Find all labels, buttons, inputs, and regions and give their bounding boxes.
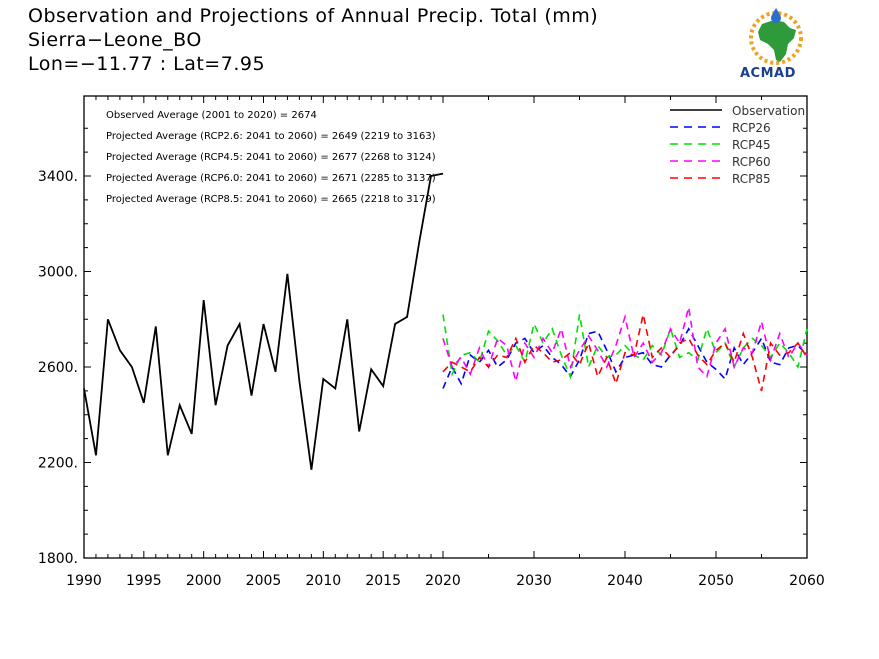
annotation-text: Projected Average (RCP4.5: 2041 to 2060)… <box>106 152 436 163</box>
plot-border <box>83 95 808 559</box>
x-tick-label: 1995 <box>126 573 162 589</box>
africa-map-icon <box>758 20 796 62</box>
series-line-rcp26 <box>442 327 808 389</box>
y-tick-label: 2600. <box>38 360 78 376</box>
legend-label-observation: Observation <box>732 104 805 118</box>
x-tick-label: 2040 <box>607 573 643 589</box>
location-name: Sierra−Leone_BO <box>28 29 202 51</box>
y-tick-label: 1800. <box>38 551 78 567</box>
x-tick-label: 2060 <box>789 573 825 589</box>
acmad-logo <box>749 8 803 65</box>
x-tick-label: 2030 <box>516 573 552 589</box>
sun-rays-icon <box>749 11 803 65</box>
logo-text: ACMAD <box>740 66 796 81</box>
x-tick-label: 2050 <box>698 573 734 589</box>
legend-label-rcp45: RCP45 <box>732 138 771 152</box>
annotation-text: Projected Average (RCP8.5: 2041 to 2060)… <box>106 194 436 205</box>
y-tick-label: 3400. <box>38 169 78 185</box>
legend-label-rcp26: RCP26 <box>732 121 771 135</box>
annotation-text: Projected Average (RCP6.0: 2041 to 2060)… <box>106 173 436 184</box>
x-tick-label: 2000 <box>186 573 222 589</box>
raindrop-icon <box>771 8 781 23</box>
x-tick-label: 2020 <box>425 573 461 589</box>
series-line-rcp60 <box>442 307 808 382</box>
series-line-observation <box>83 172 444 470</box>
chart-title: Observation and Projections of Annual Pr… <box>28 5 599 27</box>
x-tick-label: 1990 <box>66 573 102 589</box>
x-tick-label: 2015 <box>365 573 401 589</box>
series-line-rcp85 <box>442 314 808 392</box>
x-tick-label: 2010 <box>306 573 342 589</box>
annotation-text: Projected Average (RCP2.6: 2041 to 2060)… <box>106 131 436 142</box>
legend-label-rcp85: RCP85 <box>732 172 771 186</box>
series-line-rcp45 <box>442 314 808 380</box>
chart-header: Observation and Projections of Annual Pr… <box>28 4 598 76</box>
y-tick-label: 2200. <box>38 456 78 472</box>
location-coords: Lon=−11.77 : Lat=7.95 <box>28 53 266 75</box>
x-tick-label: 2005 <box>246 573 282 589</box>
legend-label-rcp60: RCP60 <box>732 155 771 169</box>
y-tick-label: 3000. <box>38 265 78 281</box>
annotation-text: Observed Average (2001 to 2020) = 2674 <box>106 110 317 121</box>
